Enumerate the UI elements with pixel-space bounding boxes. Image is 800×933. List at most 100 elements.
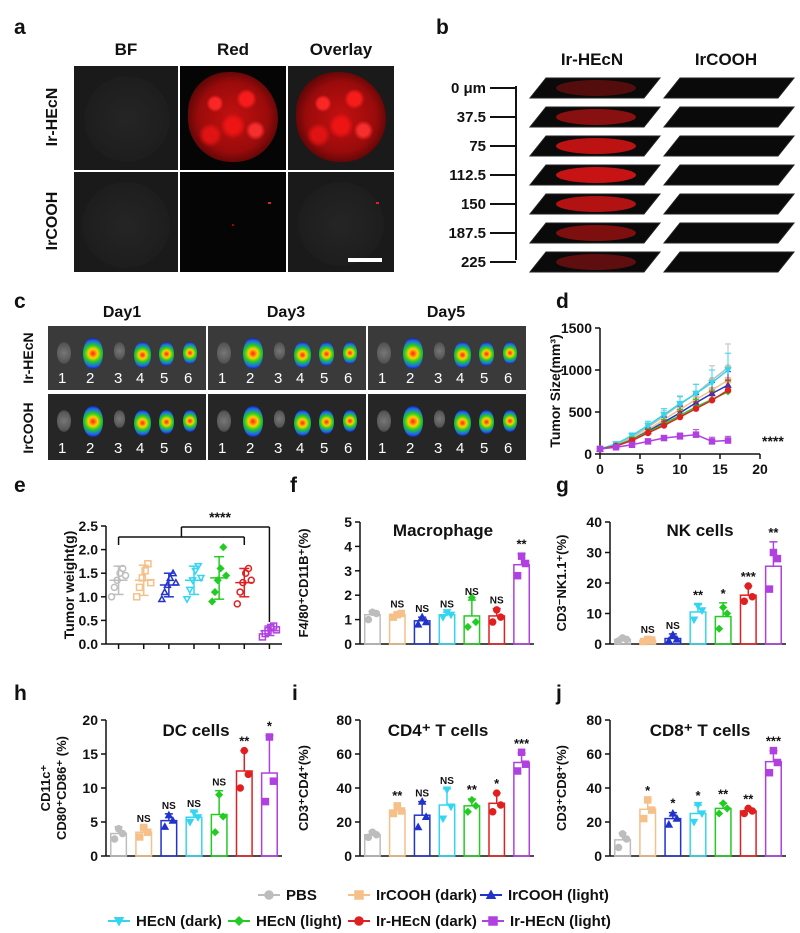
data-point <box>272 626 281 634</box>
organ-number: 3 <box>434 440 443 457</box>
data-point <box>521 760 530 768</box>
y-tick-label: 4 <box>344 538 352 554</box>
data-point <box>689 818 699 827</box>
organ-number: 4 <box>456 370 465 387</box>
significance-label: ** <box>467 782 478 797</box>
organ-number: 1 <box>58 440 67 457</box>
organ-signal <box>158 410 174 435</box>
data-point <box>421 617 431 626</box>
data-point <box>672 634 682 643</box>
z-label: 150 <box>461 196 486 213</box>
data-point <box>171 578 181 586</box>
organ-number: 4 <box>296 370 305 387</box>
data-point <box>135 583 144 592</box>
legend-marker <box>485 889 497 899</box>
data-point <box>143 828 152 836</box>
data-point <box>446 611 456 620</box>
day-label-3: Day3 <box>266 304 306 321</box>
bar <box>210 813 228 857</box>
data-point <box>397 609 406 618</box>
organ-signal <box>243 338 263 369</box>
organ-signal <box>217 342 231 364</box>
data-point <box>160 587 169 596</box>
data-point <box>269 777 278 785</box>
y-tick-label: 500 <box>569 404 593 420</box>
data-point <box>157 594 167 603</box>
organ-signal <box>503 410 517 432</box>
data-point <box>692 431 700 438</box>
y-tick-label: 60 <box>586 746 602 762</box>
zstack-slice-ircooh <box>662 77 796 99</box>
data-point <box>222 571 231 580</box>
legend-marker <box>488 916 498 926</box>
x-tick-label: 0 <box>596 461 604 477</box>
significance-label: ** <box>693 587 704 602</box>
data-point <box>614 843 623 852</box>
y-axis-label: CD3⁺CD4⁺(%) <box>296 745 311 831</box>
zstack-slice-ircooh <box>662 164 796 186</box>
data-point <box>215 790 224 799</box>
data-point <box>660 434 668 442</box>
organ-number: 1 <box>378 440 387 457</box>
organ-number: 1 <box>378 370 387 387</box>
organ-signal <box>134 410 151 437</box>
organ-signal <box>57 342 71 364</box>
data-point <box>521 559 530 568</box>
y-tick-label: 0 <box>594 848 602 864</box>
data-point <box>628 441 636 449</box>
y-tick-label: 0 <box>90 848 98 864</box>
organ-number: 2 <box>246 370 255 387</box>
bar <box>739 810 757 857</box>
data-point <box>208 597 217 606</box>
significance-label: NS <box>415 789 429 800</box>
data-point <box>114 825 123 833</box>
micrograph-red-ircooh <box>180 172 286 272</box>
z-label: 225 <box>461 254 486 271</box>
z-label: 0 μm <box>451 80 486 97</box>
significance-label: ** <box>768 525 779 540</box>
data-point <box>628 432 636 440</box>
organ-signal <box>83 406 103 437</box>
organ-number: 3 <box>434 370 443 387</box>
legend: PBS IrCOOH (dark) IrCOOH (light) HEcN (dark… <box>108 887 611 930</box>
data-point <box>715 624 724 633</box>
data-point <box>110 583 119 592</box>
y-tick-label: 40 <box>586 780 602 796</box>
data-point <box>164 810 174 819</box>
data-point <box>165 573 175 582</box>
bar <box>135 831 153 857</box>
data-point <box>517 748 526 757</box>
data-point <box>146 578 155 587</box>
data-point <box>676 433 684 440</box>
data-point <box>141 567 149 575</box>
organ-signal <box>134 342 151 369</box>
data-point <box>261 797 270 806</box>
legend-label: HEcN (light) <box>256 913 342 930</box>
significance-label: * <box>645 783 651 798</box>
y-tick-label: 0.5 <box>79 612 99 628</box>
scale-bar <box>348 258 382 262</box>
data-point <box>193 562 203 571</box>
data-point <box>144 560 152 568</box>
organ-number: 6 <box>184 440 193 457</box>
data-point <box>236 588 244 596</box>
panel-label-g: g <box>556 474 569 497</box>
y-tick-label: 1500 <box>561 320 592 336</box>
y-tick-label: 1 <box>344 612 352 628</box>
z-label: 37.5 <box>457 109 486 126</box>
bar <box>235 770 253 857</box>
organ-signal <box>377 410 391 432</box>
panel-label-a: a <box>14 16 26 39</box>
data-point <box>138 574 147 582</box>
data-point <box>765 768 774 777</box>
zstack-signal <box>556 225 636 241</box>
organ-number: 1 <box>58 370 67 387</box>
organ-number: 5 <box>320 440 329 457</box>
organ-signal <box>183 342 197 364</box>
data-point <box>413 822 423 831</box>
data-point <box>676 413 684 421</box>
legend-label: Ir-HEcN (light) <box>510 913 611 930</box>
